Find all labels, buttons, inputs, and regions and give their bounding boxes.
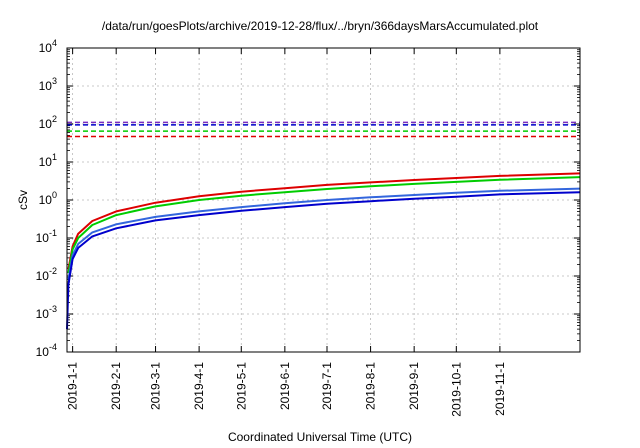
x-tick-label: 2019-10-1 [449, 362, 463, 417]
series-line [66, 191, 581, 330]
x-tick-label: 2019-11-1 [493, 362, 507, 416]
y-tick-label: 102 [39, 114, 57, 131]
y-tick-label: 10-2 [36, 266, 57, 283]
series-line [67, 172, 581, 270]
y-tick-label: 101 [39, 152, 57, 169]
x-tick-label: 2019-3-1 [149, 362, 163, 410]
y-tick-label: 10-3 [36, 304, 57, 321]
series-line [67, 187, 581, 280]
series-line [67, 176, 581, 274]
y-tick-label: 10-4 [36, 342, 57, 359]
y-tick-label: 104 [39, 38, 57, 55]
x-tick-label: 2019-7-1 [320, 362, 334, 410]
y-tick-label: 103 [39, 76, 57, 93]
y-tick-label: 100 [39, 190, 57, 207]
x-tick-label: 2019-4-1 [192, 362, 206, 410]
x-tick-label: 2019-1-1 [66, 362, 80, 410]
x-tick-label: 2019-6-1 [278, 362, 292, 410]
y-tick-label: 10-1 [36, 228, 57, 245]
chart-title: /data/run/goesPlots/archive/2019-12-28/f… [101, 19, 539, 33]
x-tick-label: 2019-5-1 [234, 362, 248, 410]
x-tick-label: 2019-2-1 [109, 362, 123, 410]
x-tick-label: 2019-8-1 [364, 362, 378, 410]
plot-frame [66, 47, 581, 353]
x-axis-label: Coordinated Universal Time (UTC) [227, 430, 413, 444]
x-tick-label: 2019-9-1 [407, 362, 421, 410]
